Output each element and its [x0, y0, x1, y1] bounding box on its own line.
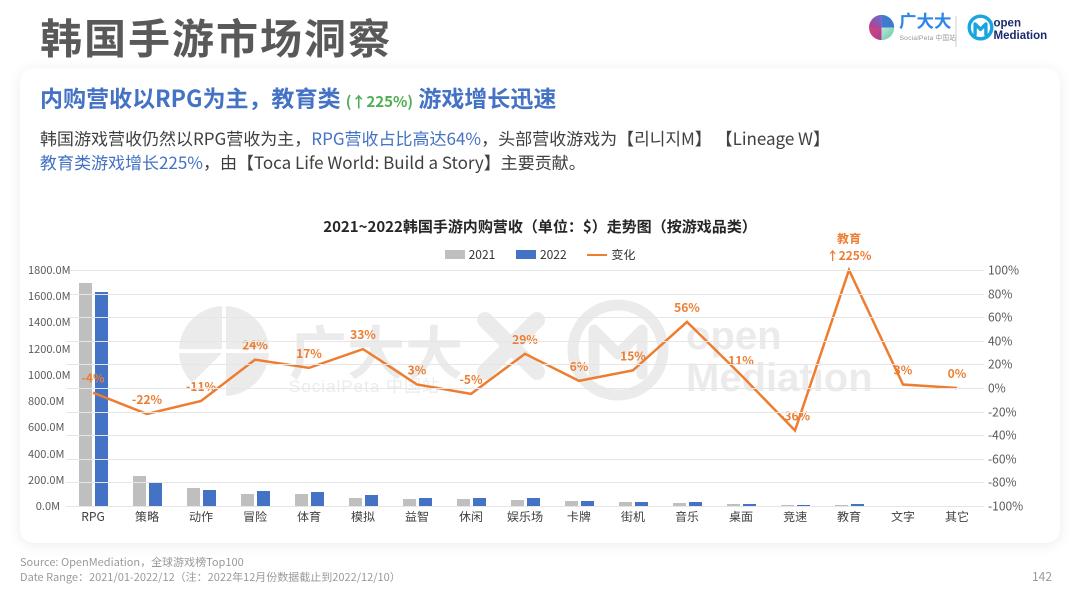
svg-text:-5%: -5%: [459, 371, 483, 388]
svg-text:-36%: -36%: [780, 407, 811, 424]
svg-text:open: open: [994, 18, 1021, 30]
svg-text:6%: 6%: [570, 358, 589, 375]
svg-text:11%: 11%: [728, 352, 754, 369]
svg-text:-11%: -11%: [186, 378, 217, 395]
svg-text:29%: 29%: [512, 331, 538, 348]
svg-text:教育: 教育: [837, 230, 861, 247]
svg-text:-22%: -22%: [132, 391, 163, 408]
svg-text:Mediation: Mediation: [994, 30, 1048, 42]
svg-text:广大大: 广大大: [899, 9, 952, 34]
svg-text:15%: 15%: [620, 347, 646, 364]
svg-text:24%: 24%: [242, 337, 268, 354]
svg-text:-4%: -4%: [81, 370, 105, 387]
svg-text:0%: 0%: [948, 365, 967, 382]
svg-text:SocialPeta 中国站: SocialPeta 中国站: [900, 33, 957, 42]
svg-text:56%: 56%: [674, 299, 700, 316]
svg-text:↑225%: ↑225%: [827, 247, 872, 264]
svg-text:17%: 17%: [296, 345, 322, 362]
